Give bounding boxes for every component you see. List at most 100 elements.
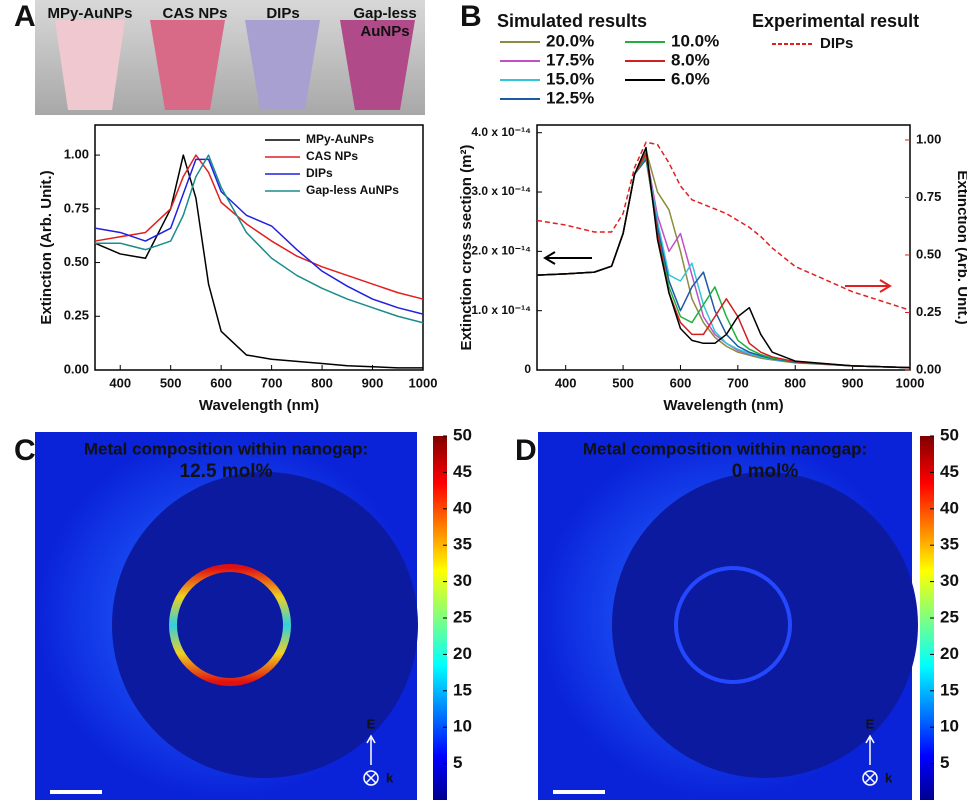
- legend-title: Simulated results: [497, 11, 647, 31]
- y-tick-label: 0: [524, 362, 531, 376]
- legend-label: 10.0%: [671, 31, 719, 50]
- panel-label: C: [14, 434, 36, 467]
- colorbar-tick-label: 5: [453, 753, 462, 772]
- legend-label: CAS NPs: [306, 149, 358, 163]
- x-tick-label: 900: [842, 375, 864, 390]
- legend-label: 12.5%: [546, 88, 594, 107]
- photo-label: DIPs: [266, 5, 299, 22]
- legend-label: Gap-less AuNPs: [306, 183, 399, 197]
- colorbar: [920, 436, 934, 800]
- colorbar-tick-label: 20: [940, 644, 959, 663]
- y-tick-label: 0.00: [64, 361, 89, 376]
- vial: [150, 20, 225, 110]
- wave-label: k: [386, 770, 394, 785]
- photo-label: Gap-less: [353, 5, 416, 22]
- axis-arrow: [543, 251, 592, 265]
- y2-tick-label: 1.00: [916, 131, 941, 146]
- colorbar-tick-label: 20: [453, 644, 472, 663]
- map-title: Metal composition within nanogap:: [583, 439, 867, 458]
- x-tick-label: 800: [311, 375, 333, 390]
- colorbar-tick-label: 25: [453, 607, 472, 626]
- legend-label: DIPs: [820, 35, 853, 52]
- series-line: [536, 141, 911, 311]
- y2-axis-label: Extinction (Arb. Unit.): [954, 170, 967, 324]
- y-axis-label: Extinction (Arb. Unit.): [38, 170, 55, 324]
- photo-label: MPy-AuNPs: [47, 5, 132, 22]
- x-tick-label: 700: [727, 375, 749, 390]
- colorbar-tick-label: 35: [453, 535, 472, 554]
- panel-label: A: [14, 0, 36, 33]
- colorbar-tick-label: 40: [453, 498, 472, 517]
- y-tick-label: 2.0 x 10⁻¹⁴: [471, 244, 531, 258]
- x-tick-label: 800: [784, 375, 806, 390]
- y2-tick-label: 0.75: [916, 189, 941, 204]
- x-tick-label: 500: [160, 375, 182, 390]
- colorbar-tick-label: 45: [940, 462, 959, 481]
- colorbar-tick-label: 10: [940, 717, 959, 736]
- y2-tick-label: 0.00: [916, 361, 941, 376]
- x-tick-label: 700: [261, 375, 283, 390]
- y2-tick-label: 0.50: [916, 246, 941, 261]
- x-tick-label: 400: [109, 375, 131, 390]
- x-tick-label: 600: [210, 375, 232, 390]
- wave-label: k: [885, 770, 893, 785]
- x-axis-label: Wavelength (nm): [663, 397, 783, 414]
- field-label: E: [367, 716, 376, 731]
- x-tick-label: 900: [362, 375, 384, 390]
- series-line: [536, 149, 911, 369]
- legend-title: Experimental result: [752, 11, 919, 31]
- particle-shell: [612, 472, 918, 778]
- legend-label: 6.0%: [671, 69, 710, 88]
- series-line: [94, 154, 423, 369]
- y-tick-label: 3.0 x 10⁻¹⁴: [471, 184, 531, 198]
- x-tick-label: 500: [612, 375, 634, 390]
- x-tick-label: 1000: [896, 375, 925, 390]
- series-line: [536, 152, 911, 369]
- colorbar-tick-label: 50: [453, 425, 472, 444]
- series-line: [536, 146, 911, 369]
- y-tick-label: 4.0 x 10⁻¹⁴: [471, 125, 531, 139]
- y2-tick-label: 0.25: [916, 304, 941, 319]
- nanogap-ring: [169, 564, 291, 686]
- legend-label: 8.0%: [671, 50, 710, 69]
- colorbar-tick-label: 15: [940, 680, 959, 699]
- map-composition: 12.5 mol%: [180, 461, 273, 482]
- x-tick-label: 600: [670, 375, 692, 390]
- legend-label: 20.0%: [546, 31, 594, 50]
- x-axis-label: Wavelength (nm): [199, 397, 319, 414]
- legend-label: 15.0%: [546, 69, 594, 88]
- field-arrows: [363, 734, 878, 786]
- series-line: [95, 154, 424, 324]
- legend-label: MPy-AuNPs: [306, 132, 374, 146]
- plot-frame: [536, 124, 911, 371]
- panel-label: D: [515, 434, 537, 467]
- field-label: E: [866, 716, 875, 731]
- colorbar-tick-label: 30: [940, 571, 959, 590]
- colorbar-tick-label: 40: [940, 498, 959, 517]
- colorbar-tick-label: 15: [453, 680, 472, 699]
- axis-arrow: [845, 279, 892, 293]
- vial: [55, 20, 125, 110]
- y-axis-label: Extinction cross section (m²): [458, 145, 475, 351]
- colorbar: [433, 436, 447, 800]
- panel-label: B: [460, 0, 482, 33]
- legend-label: 17.5%: [546, 50, 594, 69]
- y-tick-label: 0.50: [64, 254, 89, 269]
- y-tick-label: 0.25: [64, 308, 89, 323]
- colorbar-tick-label: 45: [453, 462, 472, 481]
- map-title: Metal composition within nanogap:: [84, 439, 368, 458]
- legend-label: DIPs: [306, 166, 333, 180]
- colorbar-tick-label: 10: [453, 717, 472, 736]
- series-line: [536, 152, 911, 369]
- x-tick-label: 400: [555, 375, 577, 390]
- plot-frame: [94, 124, 424, 371]
- colorbar-tick-label: 30: [453, 571, 472, 590]
- vial: [340, 20, 415, 110]
- photo-label: AuNPs: [360, 23, 409, 40]
- colorbar-tick-label: 35: [940, 535, 959, 554]
- colorbar-tick-label: 5: [940, 753, 949, 772]
- vial: [245, 20, 320, 110]
- colorbar-tick-label: 50: [940, 425, 959, 444]
- y-tick-label: 0.75: [64, 200, 89, 215]
